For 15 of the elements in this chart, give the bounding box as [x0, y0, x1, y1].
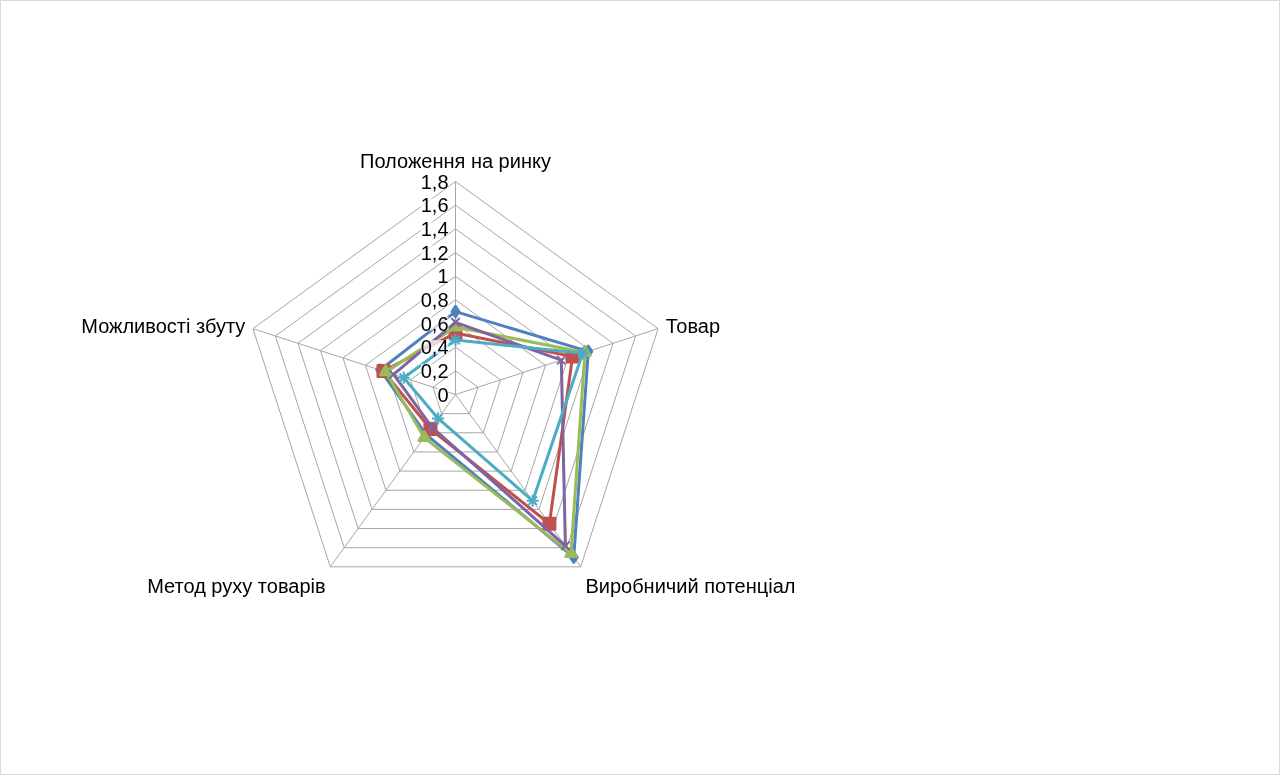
spoke-label: Виробничий потенціал — [585, 574, 796, 597]
y-tick-label: 1,2 — [420, 241, 449, 264]
spoke-label: Метод руху товарів — [147, 574, 326, 597]
spoke-label: Положення на ринку — [360, 149, 551, 172]
y-tick-label: 0,8 — [420, 288, 449, 311]
spoke-label: Можливості збуту — [81, 314, 246, 337]
y-tick-label: 0,4 — [420, 336, 449, 359]
y-tick-label: 0,6 — [420, 312, 449, 335]
y-tick-label: 1 — [437, 265, 449, 288]
spoke-label: Товар — [665, 314, 721, 337]
y-tick-label: 0,2 — [420, 359, 449, 382]
y-tick-label: 1,6 — [420, 194, 449, 217]
y-tick-label: 1,4 — [420, 217, 449, 240]
y-tick-label: 1,8 — [420, 170, 449, 193]
y-tick-label: 0 — [437, 383, 449, 406]
